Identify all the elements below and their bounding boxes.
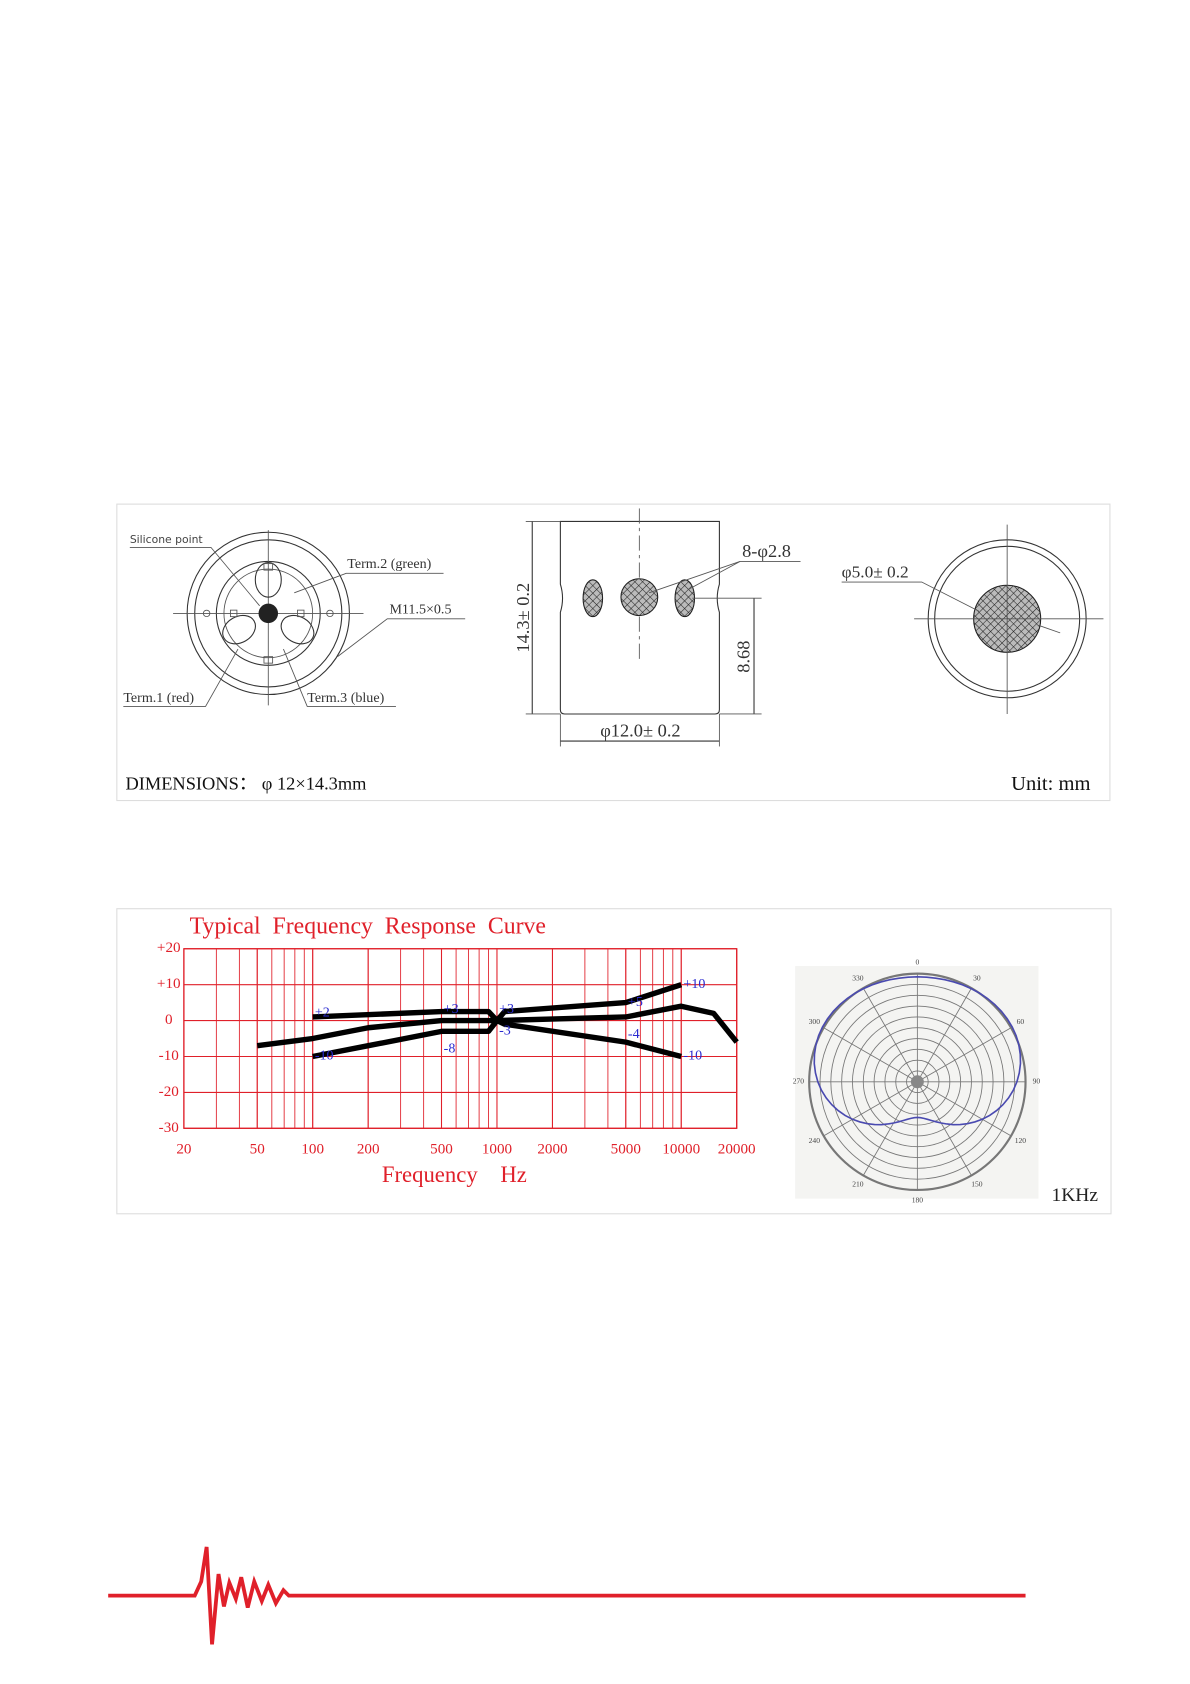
- frequency-chart: Typical Frequency Response Curve Frequen…: [157, 914, 756, 1188]
- annotation: -10: [315, 1048, 334, 1064]
- angle-label: 330: [852, 973, 864, 982]
- annotation: -10: [683, 1048, 702, 1064]
- polar-plot: 0 30 60 90 120 150 180 210 240 270 300 330 1KHz: [793, 958, 1099, 1206]
- annotation: -4: [628, 1026, 640, 1042]
- y-tick-label: -10: [159, 1048, 179, 1064]
- y-tick-label: -20: [159, 1084, 179, 1100]
- x-tick-label: 1000: [482, 1141, 512, 1157]
- caption: DIMENSIONS： φ 12×14.3mm: [125, 774, 366, 794]
- label: Silicone point: [130, 533, 203, 546]
- unit: Unit: mm: [1011, 773, 1090, 795]
- annotation: -3: [499, 1023, 511, 1039]
- polar-spoke: [823, 1081, 918, 1137]
- frame: [116, 503, 1111, 802]
- angle-label: 240: [809, 1136, 821, 1145]
- label: Term.3 (blue): [307, 690, 384, 706]
- y-tick-label: 0: [165, 1012, 173, 1028]
- x-tick-label: 20: [176, 1141, 191, 1157]
- label: 8-φ2.8: [742, 541, 791, 561]
- content: Silicone point Term.2 (green) M11.5×0.5 …: [108, 503, 1112, 1645]
- label: Term.2 (green): [347, 556, 431, 572]
- bottom-view: Silicone point Term.2 (green) M11.5×0.5 …: [123, 530, 466, 707]
- angle-label: 30: [973, 973, 981, 982]
- chart-title: Typical Frequency Response Curve: [190, 914, 546, 940]
- annotation: -8: [444, 1041, 456, 1057]
- angle-label: 270: [793, 1077, 805, 1086]
- x-tick-label: 20000: [718, 1141, 756, 1157]
- annotation: +3: [444, 1001, 459, 1017]
- polar-spoke: [917, 1027, 1012, 1083]
- angle-label: 0: [915, 958, 919, 967]
- x-tick-label: 5000: [611, 1141, 641, 1157]
- polar-pattern: [813, 976, 1022, 1126]
- angle-label: 210: [852, 1180, 864, 1189]
- annotation: +2: [315, 1005, 330, 1021]
- polar-spoke: [917, 1081, 1012, 1137]
- top-view: φ5.0± 0.2: [842, 524, 1104, 714]
- logo: [108, 1546, 1026, 1645]
- x-tick-label: 2000: [537, 1141, 567, 1157]
- x-tick-label: 50: [250, 1141, 265, 1157]
- frequency-label: 1KHz: [1052, 1185, 1099, 1206]
- dimension-drawing: Silicone point Term.2 (green) M11.5×0.5 …: [116, 503, 1111, 802]
- x-axis-label: Frequency Hz: [382, 1162, 527, 1187]
- x-tick-label: 500: [430, 1141, 453, 1157]
- polar-spoke: [823, 1027, 918, 1083]
- annotation: +5: [628, 994, 643, 1010]
- label: Term.1 (red): [123, 690, 194, 706]
- polar-spoke: [916, 1081, 972, 1176]
- angle-label: 180: [912, 1196, 924, 1205]
- response-curve: [256, 1003, 739, 1049]
- y-tick-label: +20: [157, 940, 181, 956]
- x-tick-label: 200: [357, 1141, 380, 1157]
- y-tick-label: -30: [159, 1120, 179, 1136]
- polar-spoke: [862, 1081, 918, 1176]
- y-tick-label: +10: [157, 976, 181, 992]
- angle-label: 60: [1017, 1017, 1025, 1026]
- label: M11.5×0.5: [389, 601, 451, 617]
- polar-spoke: [916, 987, 972, 1083]
- label: 8.68: [734, 641, 754, 673]
- label: φ5.0± 0.2: [842, 562, 909, 581]
- x-tick-label: 10000: [662, 1141, 700, 1157]
- label: φ12.0± 0.2: [600, 721, 680, 741]
- label: 14.3± 0.2: [513, 583, 533, 653]
- response-curve: [312, 1017, 682, 1060]
- polar-center: [910, 1075, 924, 1089]
- angle-label: 120: [1015, 1136, 1027, 1145]
- angle-label: 150: [971, 1180, 983, 1189]
- x-tick-label: 100: [301, 1141, 324, 1157]
- annotation: +3: [499, 1001, 514, 1017]
- angle-label: 300: [809, 1017, 821, 1026]
- angle-label: 90: [1033, 1077, 1041, 1086]
- annotation: +10: [683, 976, 705, 992]
- side-view: 14.3± 0.2 8.68 8-φ2.8 φ12.0± 0.2: [513, 508, 801, 747]
- polar-spoke: [862, 987, 918, 1083]
